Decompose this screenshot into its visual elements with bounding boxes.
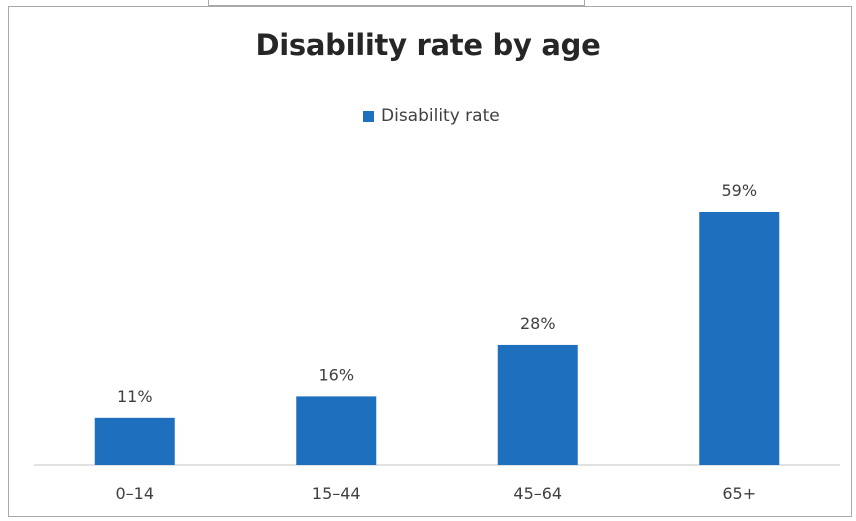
data-label-2: 28% [520,314,556,333]
bar-2 [497,344,578,465]
chart-title: Disability rate by age [255,28,601,62]
x-tick-label-1: 15–44 [312,484,361,503]
bar-0 [94,417,175,465]
data-label-0: 11% [117,387,153,406]
bar-1 [296,396,377,465]
legend-label: Disability rate [381,106,500,126]
x-tick-label-2: 45–64 [513,484,562,503]
x-tick-label-3: 65+ [722,484,756,503]
data-label-1: 16% [318,365,354,384]
cropped-caption-box [208,0,585,6]
data-label-3: 59% [721,181,757,200]
bar-3 [699,212,780,465]
x-tick-label-0: 0–14 [115,484,154,503]
legend: Disability rate [363,104,500,128]
legend-swatch [363,110,374,122]
